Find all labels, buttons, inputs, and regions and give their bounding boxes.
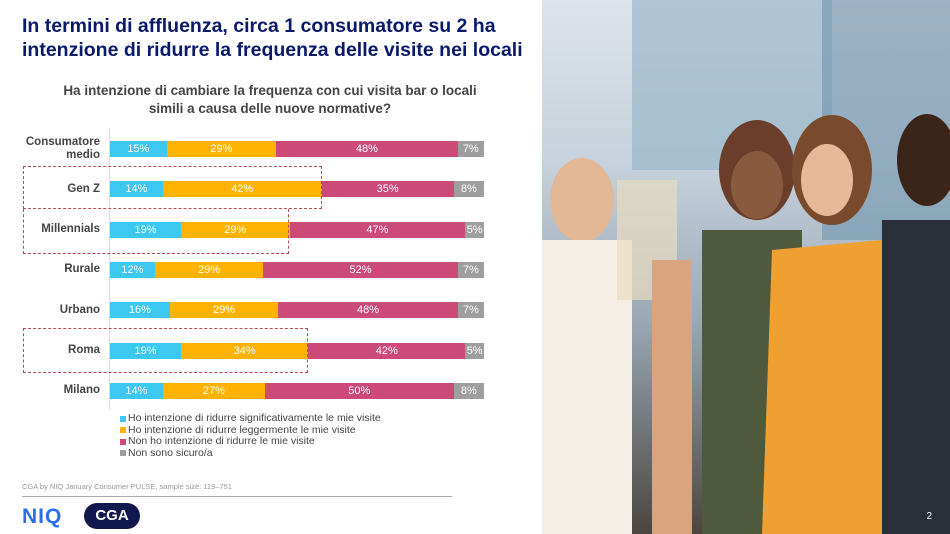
category-label: Urbano [59, 303, 100, 316]
bar-segment: 7% [457, 141, 484, 157]
legend-swatch [120, 450, 126, 457]
bar-segment: 29% [166, 141, 277, 157]
legend-item: Ho intenzione di ridurre leggermente le … [120, 423, 381, 437]
source-note: CGA by NIQ January Consumer PULSE, sampl… [22, 482, 232, 491]
bar-segment: 47% [289, 221, 466, 238]
bar-segment: 8% [453, 181, 484, 198]
divider [22, 496, 452, 497]
chart-legend: Ho intenzione di ridurre significativame… [120, 412, 381, 460]
highlight-box-millennials [23, 209, 289, 254]
bar-segment: 12% [110, 261, 155, 278]
bar-segment: 48% [276, 141, 458, 157]
bar-segment: 14% [110, 181, 163, 198]
category-label: Rurale [64, 263, 100, 276]
bar-segment: 52% [263, 261, 458, 278]
category-label: Roma [68, 344, 100, 356]
highlight-box-gen-z [23, 166, 322, 209]
category-label: Milano [63, 384, 100, 397]
chart-title: Ha intenzione di cambiare la frequenza c… [63, 83, 477, 116]
bar-segment: 19% [110, 342, 182, 359]
bar-segment: 27% [162, 382, 265, 399]
bar-segment: 29% [154, 261, 264, 278]
bar-segment: 8% [453, 382, 484, 399]
page-number: 2 [926, 511, 932, 522]
bar-segment: 50% [264, 382, 454, 399]
bar-segment: 19% [110, 221, 182, 238]
slide-title: In termini di affluenza, circa 1 consuma… [22, 15, 523, 61]
niq-logo: NIQ [22, 505, 63, 528]
legend-swatch [120, 427, 126, 434]
legend-swatch [120, 438, 126, 445]
legend-swatch [120, 415, 126, 422]
stacked-bar-chart: Consumatore medio 15% 29% 48% 7% Gen Z 14% 42% 3… [0, 120, 500, 410]
photo-friends-toasting: 2 [542, 0, 950, 534]
chart-axis [109, 128, 110, 410]
legend-item: Non sono sicuro/a [120, 446, 381, 460]
bar-segment: 5% [465, 221, 484, 238]
bar-segment: 5% [465, 342, 484, 359]
category-label: Millennials [41, 223, 100, 236]
bar-segment: 7% [457, 302, 484, 319]
highlight-box-roma [23, 328, 308, 373]
cga-logo: CGA [84, 503, 140, 529]
bar-segment: 29% [169, 302, 279, 319]
bar-segment: 42% [308, 342, 466, 359]
category-label: Consumatore medio [25, 136, 100, 161]
bar-segment: 42% [162, 181, 322, 198]
legend-label: Non sono sicuro/a [128, 446, 213, 459]
legend-item: Ho intenzione di ridurre significativame… [120, 412, 381, 425]
bar-segment: 29% [181, 221, 290, 238]
bar-segment: 14% [110, 382, 163, 399]
bar-segment: 35% [321, 181, 454, 198]
photo-illustration [542, 0, 950, 534]
bar-segment: 34% [181, 342, 309, 359]
bar-segment: 16% [110, 302, 170, 319]
legend-label: Ho intenzione di ridurre leggermente le … [128, 423, 356, 436]
legend-label: Ho intenzione di ridurre significativame… [128, 412, 381, 424]
legend-label: Non ho intenzione di ridurre le mie visi… [128, 435, 315, 447]
legend-item: Non ho intenzione di ridurre le mie visi… [120, 435, 381, 448]
bar-segment: 7% [457, 261, 484, 278]
category-label: Gen Z [67, 182, 100, 195]
bar-segment: 48% [278, 302, 458, 319]
bar-segment: 15% [110, 141, 167, 157]
